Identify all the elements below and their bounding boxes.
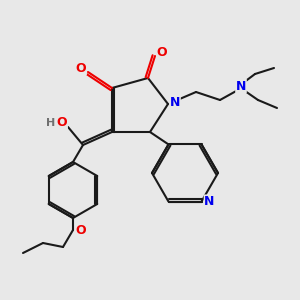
- Text: N: N: [236, 80, 246, 92]
- Text: O: O: [76, 61, 86, 74]
- Text: N: N: [204, 195, 215, 208]
- Text: N: N: [170, 97, 180, 110]
- Text: O: O: [157, 46, 167, 59]
- Text: O: O: [57, 116, 67, 130]
- Text: O: O: [76, 224, 86, 236]
- Text: H: H: [46, 118, 56, 128]
